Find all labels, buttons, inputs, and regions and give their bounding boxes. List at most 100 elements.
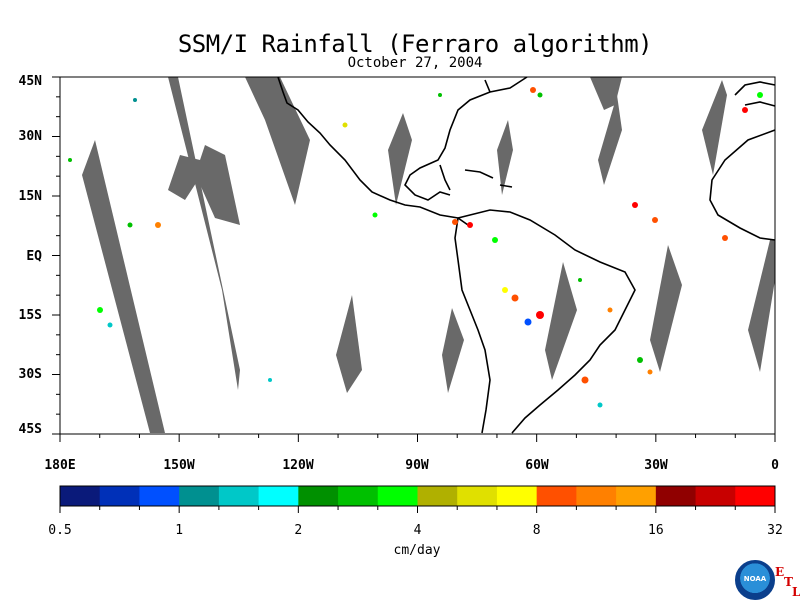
- rain-cell: [597, 402, 603, 408]
- rain-cell: [268, 378, 272, 382]
- colorbar-swatch: [735, 486, 776, 506]
- rain-cell: [530, 87, 536, 93]
- coastline: [744, 101, 776, 107]
- map-area: [60, 77, 775, 434]
- colorbar-swatch: [139, 486, 180, 506]
- colorbar-swatch: [179, 486, 220, 506]
- rain-cell: [133, 98, 137, 102]
- colorbar-tick-label: 32: [767, 523, 783, 538]
- colorbar-swatch: [576, 486, 617, 506]
- colorbar-swatch: [258, 486, 299, 506]
- rain-cell: [722, 235, 728, 241]
- colorbar-swatch: [616, 486, 657, 506]
- swath: [388, 113, 412, 205]
- colorbar-tick-label: 8: [532, 523, 541, 538]
- rain-cell: [452, 219, 458, 225]
- rain-cell: [524, 318, 532, 326]
- lat-label: 30S: [18, 367, 42, 382]
- rain-cell: [467, 222, 473, 228]
- swath: [748, 240, 775, 372]
- rain-cell: [68, 158, 72, 162]
- swath: [598, 95, 622, 185]
- coastlines: [277, 76, 776, 434]
- rain-cell: [536, 311, 544, 319]
- colorbar-tick-label: 4: [413, 523, 422, 538]
- colorbar-tick-label: 1: [175, 523, 184, 538]
- lon-label: 120W: [282, 458, 314, 473]
- map-date: October 27, 2004: [347, 55, 483, 71]
- lon-label: 90W: [405, 458, 429, 473]
- lon-label: 60W: [525, 458, 549, 473]
- lat-label: 45N: [18, 74, 42, 89]
- swath: [545, 262, 577, 380]
- lat-label: 15S: [18, 308, 42, 323]
- missing-swaths: [82, 77, 775, 433]
- colorbar-swatch: [377, 486, 418, 506]
- logo-letter-l: L: [792, 585, 800, 599]
- coastline: [499, 184, 513, 188]
- coastline: [734, 81, 776, 96]
- colorbar-swatch: [417, 486, 458, 506]
- logo-text: NOAA: [743, 575, 767, 583]
- noaa-logo-icon: [735, 560, 775, 600]
- colorbar-tick-label: 16: [648, 523, 664, 538]
- colorbar-swatch: [536, 486, 577, 506]
- rain-cell: [97, 307, 103, 313]
- colorbar-swatch: [695, 486, 736, 506]
- coastline: [404, 76, 528, 201]
- swath: [82, 140, 165, 433]
- coastline: [439, 164, 451, 191]
- lon-label: 0: [771, 458, 779, 473]
- rain-cell: [492, 237, 498, 243]
- rain-cell: [742, 107, 748, 113]
- axis-ticks: [52, 76, 776, 442]
- swath: [245, 77, 310, 205]
- colorbar-swatch: [218, 486, 260, 506]
- rain-cell: [757, 92, 763, 98]
- swath: [168, 145, 240, 225]
- colorbar-swatch: [99, 486, 140, 506]
- coastline: [454, 217, 491, 434]
- colorbar-unit: cm/day: [393, 543, 441, 558]
- rain-cells: [68, 87, 763, 408]
- swath: [336, 295, 362, 393]
- lat-label: 30N: [18, 129, 42, 144]
- coastline: [464, 169, 494, 179]
- lat-label: 45S: [18, 422, 42, 437]
- rain-cell: [438, 93, 442, 97]
- swath: [650, 245, 682, 372]
- rain-cell: [127, 222, 133, 228]
- swath: [442, 308, 464, 393]
- rain-cell: [652, 217, 658, 223]
- lat-label: EQ: [26, 249, 42, 264]
- logo-letter-e: E: [775, 565, 785, 579]
- coastline: [709, 129, 776, 241]
- lon-label: 30W: [644, 458, 668, 473]
- rain-cell: [155, 222, 161, 228]
- rain-cell: [607, 307, 613, 313]
- lon-label: 180E: [44, 458, 76, 473]
- colorbar-swatch: [60, 486, 101, 506]
- coastline: [277, 76, 469, 226]
- coastline: [457, 209, 636, 434]
- colorbar-tick-label: 2: [294, 523, 303, 538]
- colorbar-swatch: [496, 486, 538, 506]
- rain-cell: [342, 122, 348, 128]
- logo-letter-t: T: [784, 575, 793, 589]
- colorbar-tick-label: 0.5: [48, 523, 72, 538]
- rain-cell: [537, 92, 543, 98]
- rain-cell: [502, 287, 508, 293]
- swath: [590, 77, 622, 110]
- coastline: [484, 79, 491, 93]
- rain-cell: [511, 294, 519, 302]
- rain-cell: [632, 202, 638, 208]
- rain-cell: [107, 322, 113, 328]
- rain-cell: [637, 357, 643, 363]
- map-title: SSM/I Rainfall (Ferraro algorithm): [177, 30, 653, 58]
- colorbar: [59, 485, 776, 513]
- lon-label: 150W: [163, 458, 195, 473]
- swath: [497, 120, 513, 195]
- swath: [702, 80, 727, 175]
- rain-cell: [581, 376, 589, 384]
